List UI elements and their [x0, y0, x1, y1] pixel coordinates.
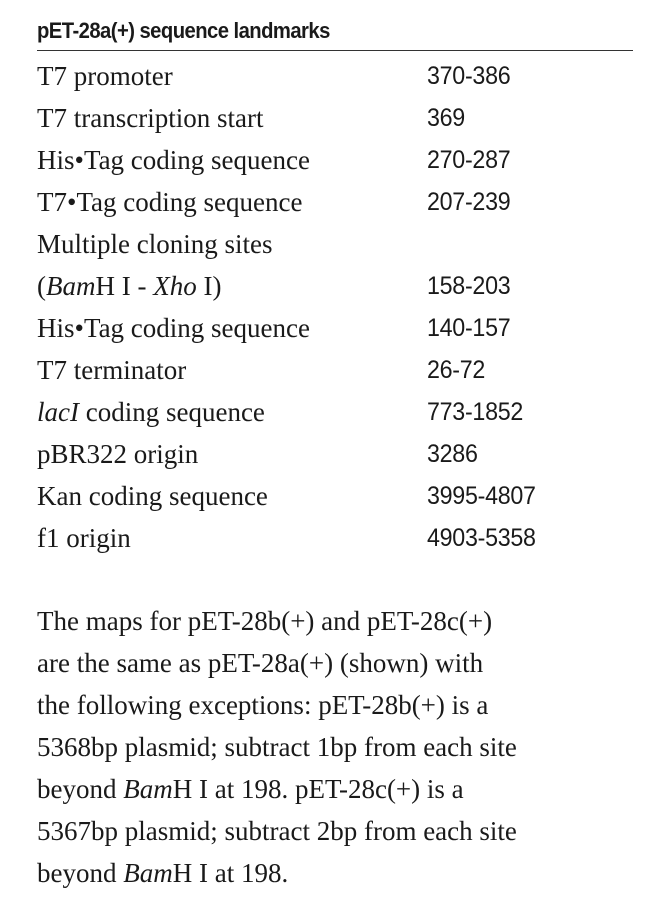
landmark-label: His•Tag coding sequence — [37, 313, 310, 343]
paragraph-line: beyond BamH I at 198. pET-28c(+) is a — [37, 768, 637, 810]
line-text: beyond — [37, 774, 124, 804]
line-text: beyond — [37, 858, 124, 888]
landmark-label: T7 transcription start — [37, 103, 264, 133]
paragraph-line: are the same as pET-28a(+) (shown) with — [37, 648, 484, 678]
table-row: His•Tag coding sequence 140-157 — [37, 307, 633, 349]
table-title: pET-28a(+) sequence landmarks — [37, 18, 330, 43]
line-text-italic: Bam — [123, 858, 173, 888]
landmark-label: T7 terminator — [37, 355, 187, 385]
landmark-value: 140-157 — [427, 314, 511, 342]
table-header: pET-28a(+) sequence landmarks — [37, 14, 633, 51]
label-part: coding sequence — [78, 397, 265, 427]
landmark-value: 370-386 — [427, 62, 511, 90]
landmark-label: T7 promoter — [37, 61, 173, 91]
landmarks-table: T7 promoter 370-386 T7 transcription sta… — [37, 55, 633, 559]
paragraph-line: the following exceptions: pET-28b(+) is … — [37, 690, 489, 720]
landmark-label: T7•Tag coding sequence — [37, 187, 303, 217]
landmark-label: pBR322 origin — [37, 439, 199, 469]
table-row: lacI coding sequence 773-1852 — [37, 391, 633, 433]
landmark-value: 773-1852 — [427, 398, 524, 426]
landmark-value: 369 — [427, 104, 465, 132]
landmark-label: (BamH I - Xho I) — [37, 265, 221, 307]
document-page: pET-28a(+) sequence landmarks T7 promote… — [37, 14, 633, 888]
label-part: I) — [196, 271, 222, 301]
landmark-label: f1 origin — [37, 523, 131, 553]
paragraph-line: beyond BamH I at 198. — [37, 852, 637, 894]
landmark-value: 3286 — [427, 440, 478, 468]
exceptions-paragraph: The maps for pET-28b(+) and pET-28c(+) a… — [37, 600, 637, 894]
landmark-value: 26-72 — [427, 356, 486, 384]
label-part-italic: Xho — [153, 271, 197, 301]
line-text: H I at 198. pET-28c(+) is a — [172, 774, 464, 804]
label-part: ( — [37, 271, 46, 301]
table-row: f1 origin 4903-5358 — [37, 517, 633, 559]
landmark-label: Kan coding sequence — [37, 481, 268, 511]
paragraph-line: The maps for pET-28b(+) and pET-28c(+) — [37, 606, 493, 636]
landmark-value: 3995-4807 — [427, 482, 536, 510]
table-row: T7 promoter 370-386 — [37, 55, 633, 97]
landmark-value: 207-239 — [427, 188, 511, 216]
paragraph-line: 5368bp plasmid; subtract 1bp from each s… — [37, 732, 517, 762]
table-row: Multiple cloning sites — [37, 223, 633, 265]
table-row: T7 transcription start 369 — [37, 97, 633, 139]
table-row: T7 terminator 26-72 — [37, 349, 633, 391]
landmark-label: Multiple cloning sites — [37, 229, 273, 259]
table-row: His•Tag coding sequence 270-287 — [37, 139, 633, 181]
landmark-label: lacI coding sequence — [37, 391, 265, 433]
table-row: Kan coding sequence 3995-4807 — [37, 475, 633, 517]
landmark-value: 270-287 — [427, 146, 511, 174]
label-part: H I - — [95, 271, 154, 301]
landmark-label: His•Tag coding sequence — [37, 145, 310, 175]
paragraph-line: 5367bp plasmid; subtract 2bp from each s… — [37, 816, 517, 846]
table-row: (BamH I - Xho I) 158-203 — [37, 265, 633, 307]
line-text-italic: Bam — [123, 774, 173, 804]
label-part-italic: Bam — [46, 271, 96, 301]
landmark-value: 4903-5358 — [427, 524, 536, 552]
line-text: H I at 198. — [172, 858, 289, 888]
table-row: pBR322 origin 3286 — [37, 433, 633, 475]
table-row: T7•Tag coding sequence 207-239 — [37, 181, 633, 223]
label-part-italic: lacI — [37, 397, 79, 427]
landmark-value: 158-203 — [427, 272, 511, 300]
